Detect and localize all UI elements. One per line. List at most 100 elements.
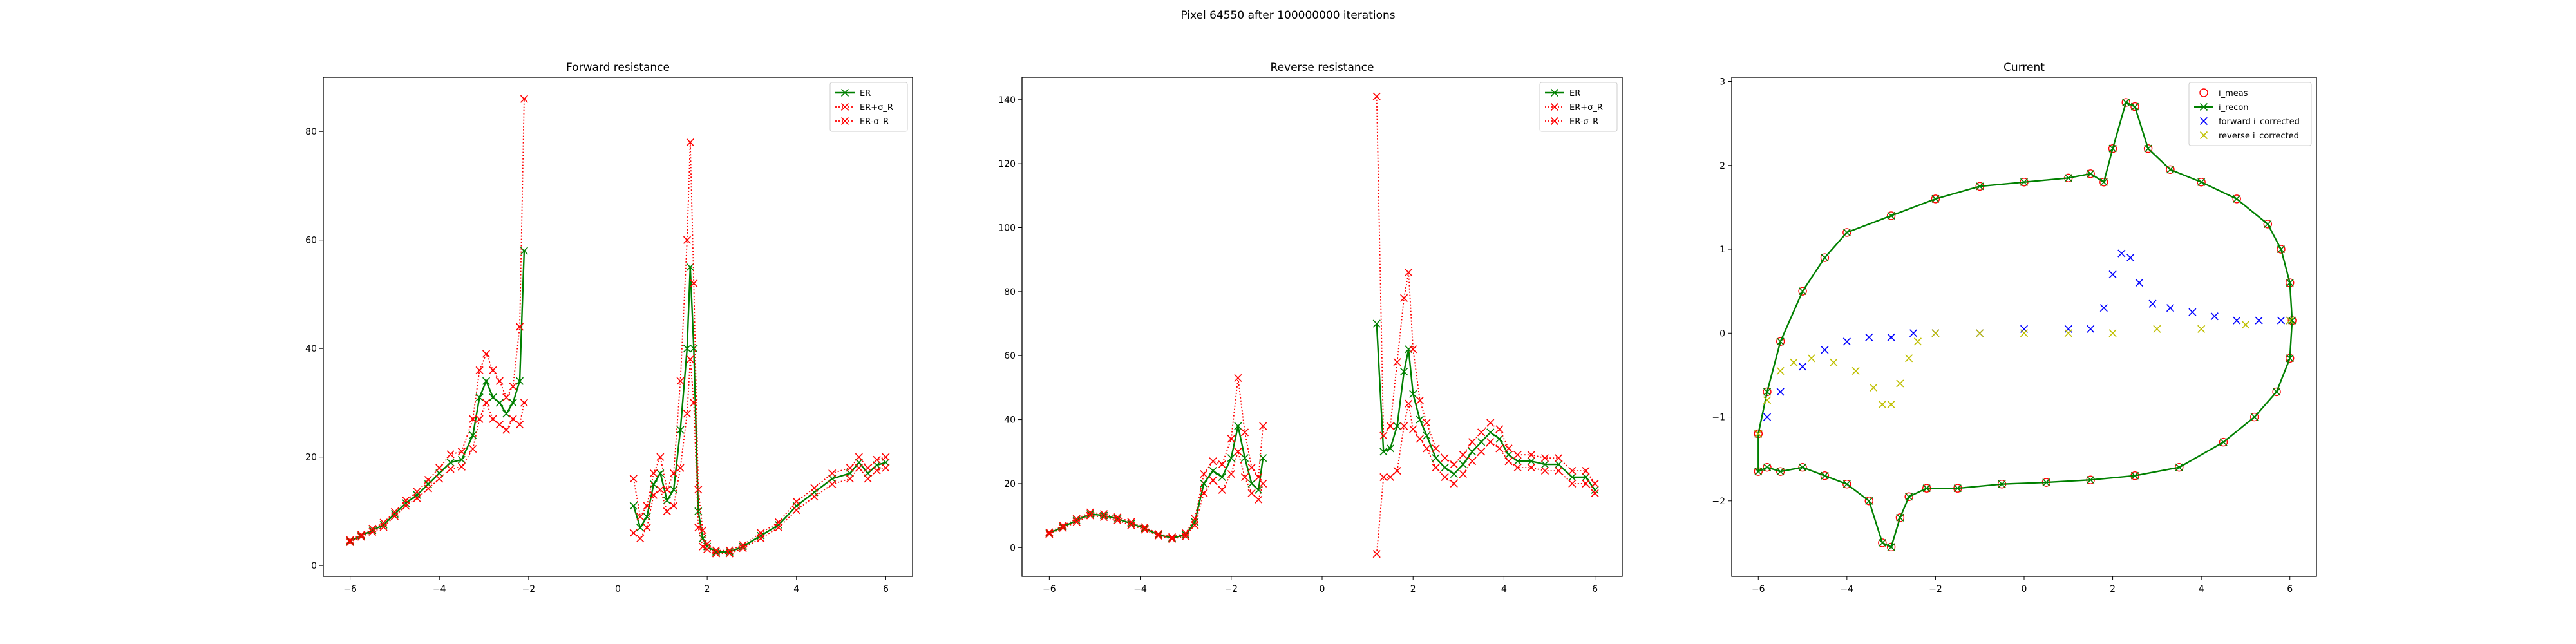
legend-marker [840,117,849,126]
data-point [2250,413,2259,421]
data-point [413,491,421,499]
data-point [1513,464,1522,472]
y-tick-label: 40 [1004,415,1016,426]
data-point [757,534,765,543]
legend-box [1539,82,1618,132]
data-point [1240,473,1249,482]
chart-panel-1: Forward resistance−6 −4 −2 0 2 4 6020406080ERE… [305,61,913,594]
data-point [712,546,721,554]
data-point [828,469,837,478]
series-i-meas [1754,98,2297,552]
data-point [475,393,484,402]
data-point [1477,448,1486,456]
data-point [1842,337,1851,346]
data-point [379,520,388,529]
data-point [1459,469,1467,478]
data-point [489,366,497,374]
data-point [2144,144,2152,153]
data-point [1393,422,1401,430]
data-point [357,533,365,541]
data-point [1168,534,1177,542]
data-point [873,466,881,475]
data-point [509,383,517,391]
data-point [1379,448,1388,456]
data-point [1763,388,1772,396]
y-tick-label: 3 [1719,77,1725,88]
data-point [2263,220,2273,229]
data-point [2219,437,2228,447]
data-point [1582,466,1590,475]
data-point [2064,174,2072,182]
data-point [2121,98,2130,107]
data-point [1865,497,1873,505]
y-tick-label: 80 [305,127,317,137]
data-point [1450,460,1458,469]
data-point [1227,454,1235,462]
x-tick-label: 0 [615,584,621,594]
data-point [1998,480,2006,488]
data-point [1386,422,1394,430]
figure-title: Pixel 64550 after 100000000 iterations [1180,9,1396,22]
data-point [699,526,707,535]
legend-marker [2199,117,2208,126]
data-point [1540,460,1549,469]
data-point [1450,479,1458,488]
legend-label: ER [860,89,871,99]
data-point [686,263,694,271]
data-point [1416,435,1424,443]
data-point [1870,383,1878,392]
data-point [1527,457,1535,466]
data-point [515,421,524,429]
legend-label: i_recon [2219,103,2249,113]
legend-box [2188,82,2312,146]
data-point [1393,358,1401,366]
data-point [2233,316,2241,325]
data-point [2042,478,2050,487]
data-point [1887,333,1895,341]
chart-title: Current [2003,61,2045,74]
data-point [694,524,703,532]
y-tick-label: 2 [1719,161,1725,171]
data-point [1865,333,1873,341]
data-point [1045,530,1054,538]
legend-marker [2199,131,2208,140]
data-point [2286,279,2294,287]
data-point [2233,194,2241,203]
data-point [1527,464,1535,472]
data-point [699,542,707,551]
data-point [1513,457,1522,466]
data-point [346,537,354,545]
data-point [1798,287,1807,296]
data-point [2135,279,2143,287]
data-point [1182,532,1190,540]
data-point [1372,319,1381,328]
data-point [1591,479,1599,488]
y-tick-label: 20 [1004,479,1016,489]
y-tick-label: 0 [1719,328,1725,339]
data-point [1568,466,1577,475]
data-point [864,464,872,472]
x-tick-label: −2 [1224,584,1238,594]
data-point [670,502,678,510]
data-point [2108,270,2117,279]
data-point [495,399,504,407]
data-point [2288,316,2297,325]
data-point [1513,451,1522,459]
data-point [2277,245,2286,254]
data-point [792,497,800,506]
data-point [1468,448,1477,456]
data-point [676,464,685,472]
data-point [1386,473,1394,482]
data-point [1486,419,1495,427]
data-point [656,486,665,494]
data-point [1909,329,1918,337]
data-point [1953,484,1962,493]
data-point [502,410,511,418]
data-point [2020,178,2029,186]
data-point [2153,325,2161,333]
data-point [663,507,671,515]
data-point [1887,211,1895,220]
x-tick-label: 2 [2110,584,2116,594]
data-point [828,480,837,488]
data-point [1240,428,1249,437]
